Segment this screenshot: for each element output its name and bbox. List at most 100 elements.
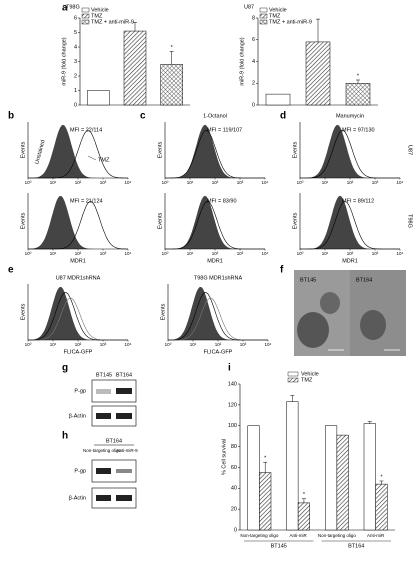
y-tick-label: 20: [231, 507, 237, 513]
neurosphere: [297, 312, 329, 348]
mfi: MFI = 97/130: [342, 127, 375, 133]
images: BT145 BT164: [294, 270, 406, 356]
panel-label: h: [62, 431, 68, 442]
x-tick-label: 10⁰: [165, 342, 172, 347]
y-tick-label: 100: [228, 423, 237, 429]
mfi: MFI = 119/107: [207, 127, 242, 133]
y-tick-label: 80: [231, 444, 237, 450]
arrow: [87, 155, 97, 161]
protein-label: β-Actin: [69, 413, 86, 419]
x-axis-label: MDR1: [70, 258, 86, 264]
bar: [87, 90, 110, 106]
x-tick-label: 10⁴: [262, 180, 269, 185]
column-title: 1-Octanol: [203, 113, 227, 119]
x-tick-label: 10⁰: [25, 342, 32, 347]
x-tick-label: 10⁰: [162, 251, 169, 256]
error-bar: [301, 498, 306, 503]
bar: [286, 401, 299, 531]
band: [116, 413, 132, 419]
image-label: BT145: [300, 277, 316, 283]
x-tick-label: 10²: [75, 251, 82, 256]
bar: [160, 64, 183, 106]
x-tick-label: 10⁰: [162, 180, 169, 185]
x-axis-label: FLICA-GFP: [64, 349, 93, 355]
panel-title: T98G MDR1shRNA: [194, 275, 243, 281]
y-tick-label: 4: [252, 59, 255, 65]
blot: [91, 405, 137, 427]
error-bar: [316, 18, 320, 42]
mfi: MFI = 21/124: [70, 198, 103, 204]
bar: [375, 483, 388, 531]
panel-label: a: [62, 3, 68, 14]
significance: *: [357, 73, 360, 79]
neurosphere: [360, 310, 386, 340]
y-tick-label: 1: [74, 88, 77, 94]
x-tick-label: 10¹: [50, 180, 57, 185]
x-tick-label: 10¹: [322, 251, 329, 256]
x-tick-label: 10²: [347, 180, 354, 185]
error-bar: [367, 421, 372, 424]
error-bar: [169, 51, 174, 65]
x-tick-label: 10³: [100, 342, 107, 347]
y-tick-label: 6: [252, 37, 255, 43]
mfi: MFI = 22/114: [70, 127, 102, 133]
y-tick-label: 0: [74, 102, 77, 108]
y-axis-label: Events: [292, 141, 298, 158]
y-axis-label: Events: [157, 141, 163, 158]
group-label: BT145: [271, 543, 287, 549]
x-tick-label: 10¹: [50, 251, 57, 256]
band: [96, 468, 111, 474]
bar: [363, 423, 376, 531]
legend-swatch: [81, 19, 90, 25]
band: [116, 495, 132, 501]
x-tick-label: 10²: [212, 251, 219, 256]
panel-label: b: [8, 111, 14, 122]
mfi: MFI = 89/112: [342, 198, 374, 204]
blot-g: BT145 BT164 P-gp β-Actin: [69, 372, 137, 427]
chart-title: U87: [244, 4, 254, 10]
legend-label: TMZ: [269, 13, 281, 19]
x-tick-label: 10¹: [190, 342, 197, 347]
x-tick-label: Non-targeting oligo: [240, 533, 279, 538]
lane-label: BT164: [116, 372, 132, 378]
blot: [91, 487, 137, 509]
band: [96, 389, 111, 394]
y-tick-label: 6: [74, 15, 77, 21]
band: [116, 388, 132, 394]
y-tick-label: 40: [231, 486, 237, 492]
significance: *: [171, 45, 174, 51]
x-tick-label: 10³: [372, 251, 379, 256]
x-tick-label: 10⁴: [125, 251, 132, 256]
x-tick-label: 10⁴: [397, 251, 404, 256]
x-tick-label: 10²: [215, 342, 222, 347]
y-tick-label: 8: [252, 15, 255, 21]
image-label: BT164: [356, 277, 372, 283]
y-tick-label: 0: [252, 102, 255, 108]
row-label: U87: [407, 145, 413, 155]
x-tick-label: 10⁰: [297, 180, 304, 185]
x-tick-label: 10³: [100, 180, 107, 185]
histogram-filled: [300, 125, 400, 178]
x-tick-label: 10³: [237, 180, 244, 185]
legend-label: TMZ: [301, 377, 313, 383]
histogram-filled: [28, 124, 128, 178]
x-tick-label: 10⁴: [262, 251, 269, 256]
x-tick-label: 10¹: [50, 342, 57, 347]
x-tick-label: 10⁰: [297, 251, 304, 256]
x-tick-label: 10¹: [187, 251, 194, 256]
x-tick-label: 10²: [212, 180, 219, 185]
x-tick-label: Anti-miR: [367, 533, 385, 538]
y-tick-label: 120: [228, 402, 237, 408]
histogram-filled: [165, 195, 265, 249]
mfi: MFI = 83/90: [207, 198, 237, 204]
x-tick-label: 10²: [75, 342, 82, 347]
panel-label: d: [280, 111, 286, 122]
panel-label: c: [140, 111, 146, 122]
column-title: Manumycin: [336, 113, 364, 119]
x-tick-label: Non-targeting oligo: [318, 533, 357, 538]
x-tick-label: 10⁰: [25, 251, 32, 256]
legend-swatch: [259, 19, 268, 25]
legend-label: TMZ: [91, 13, 103, 19]
lane-label: Anti-miR-9: [116, 448, 138, 453]
blot-h: BT164 Non-targeting oligo Anti-miR-9 P-g…: [69, 438, 138, 509]
